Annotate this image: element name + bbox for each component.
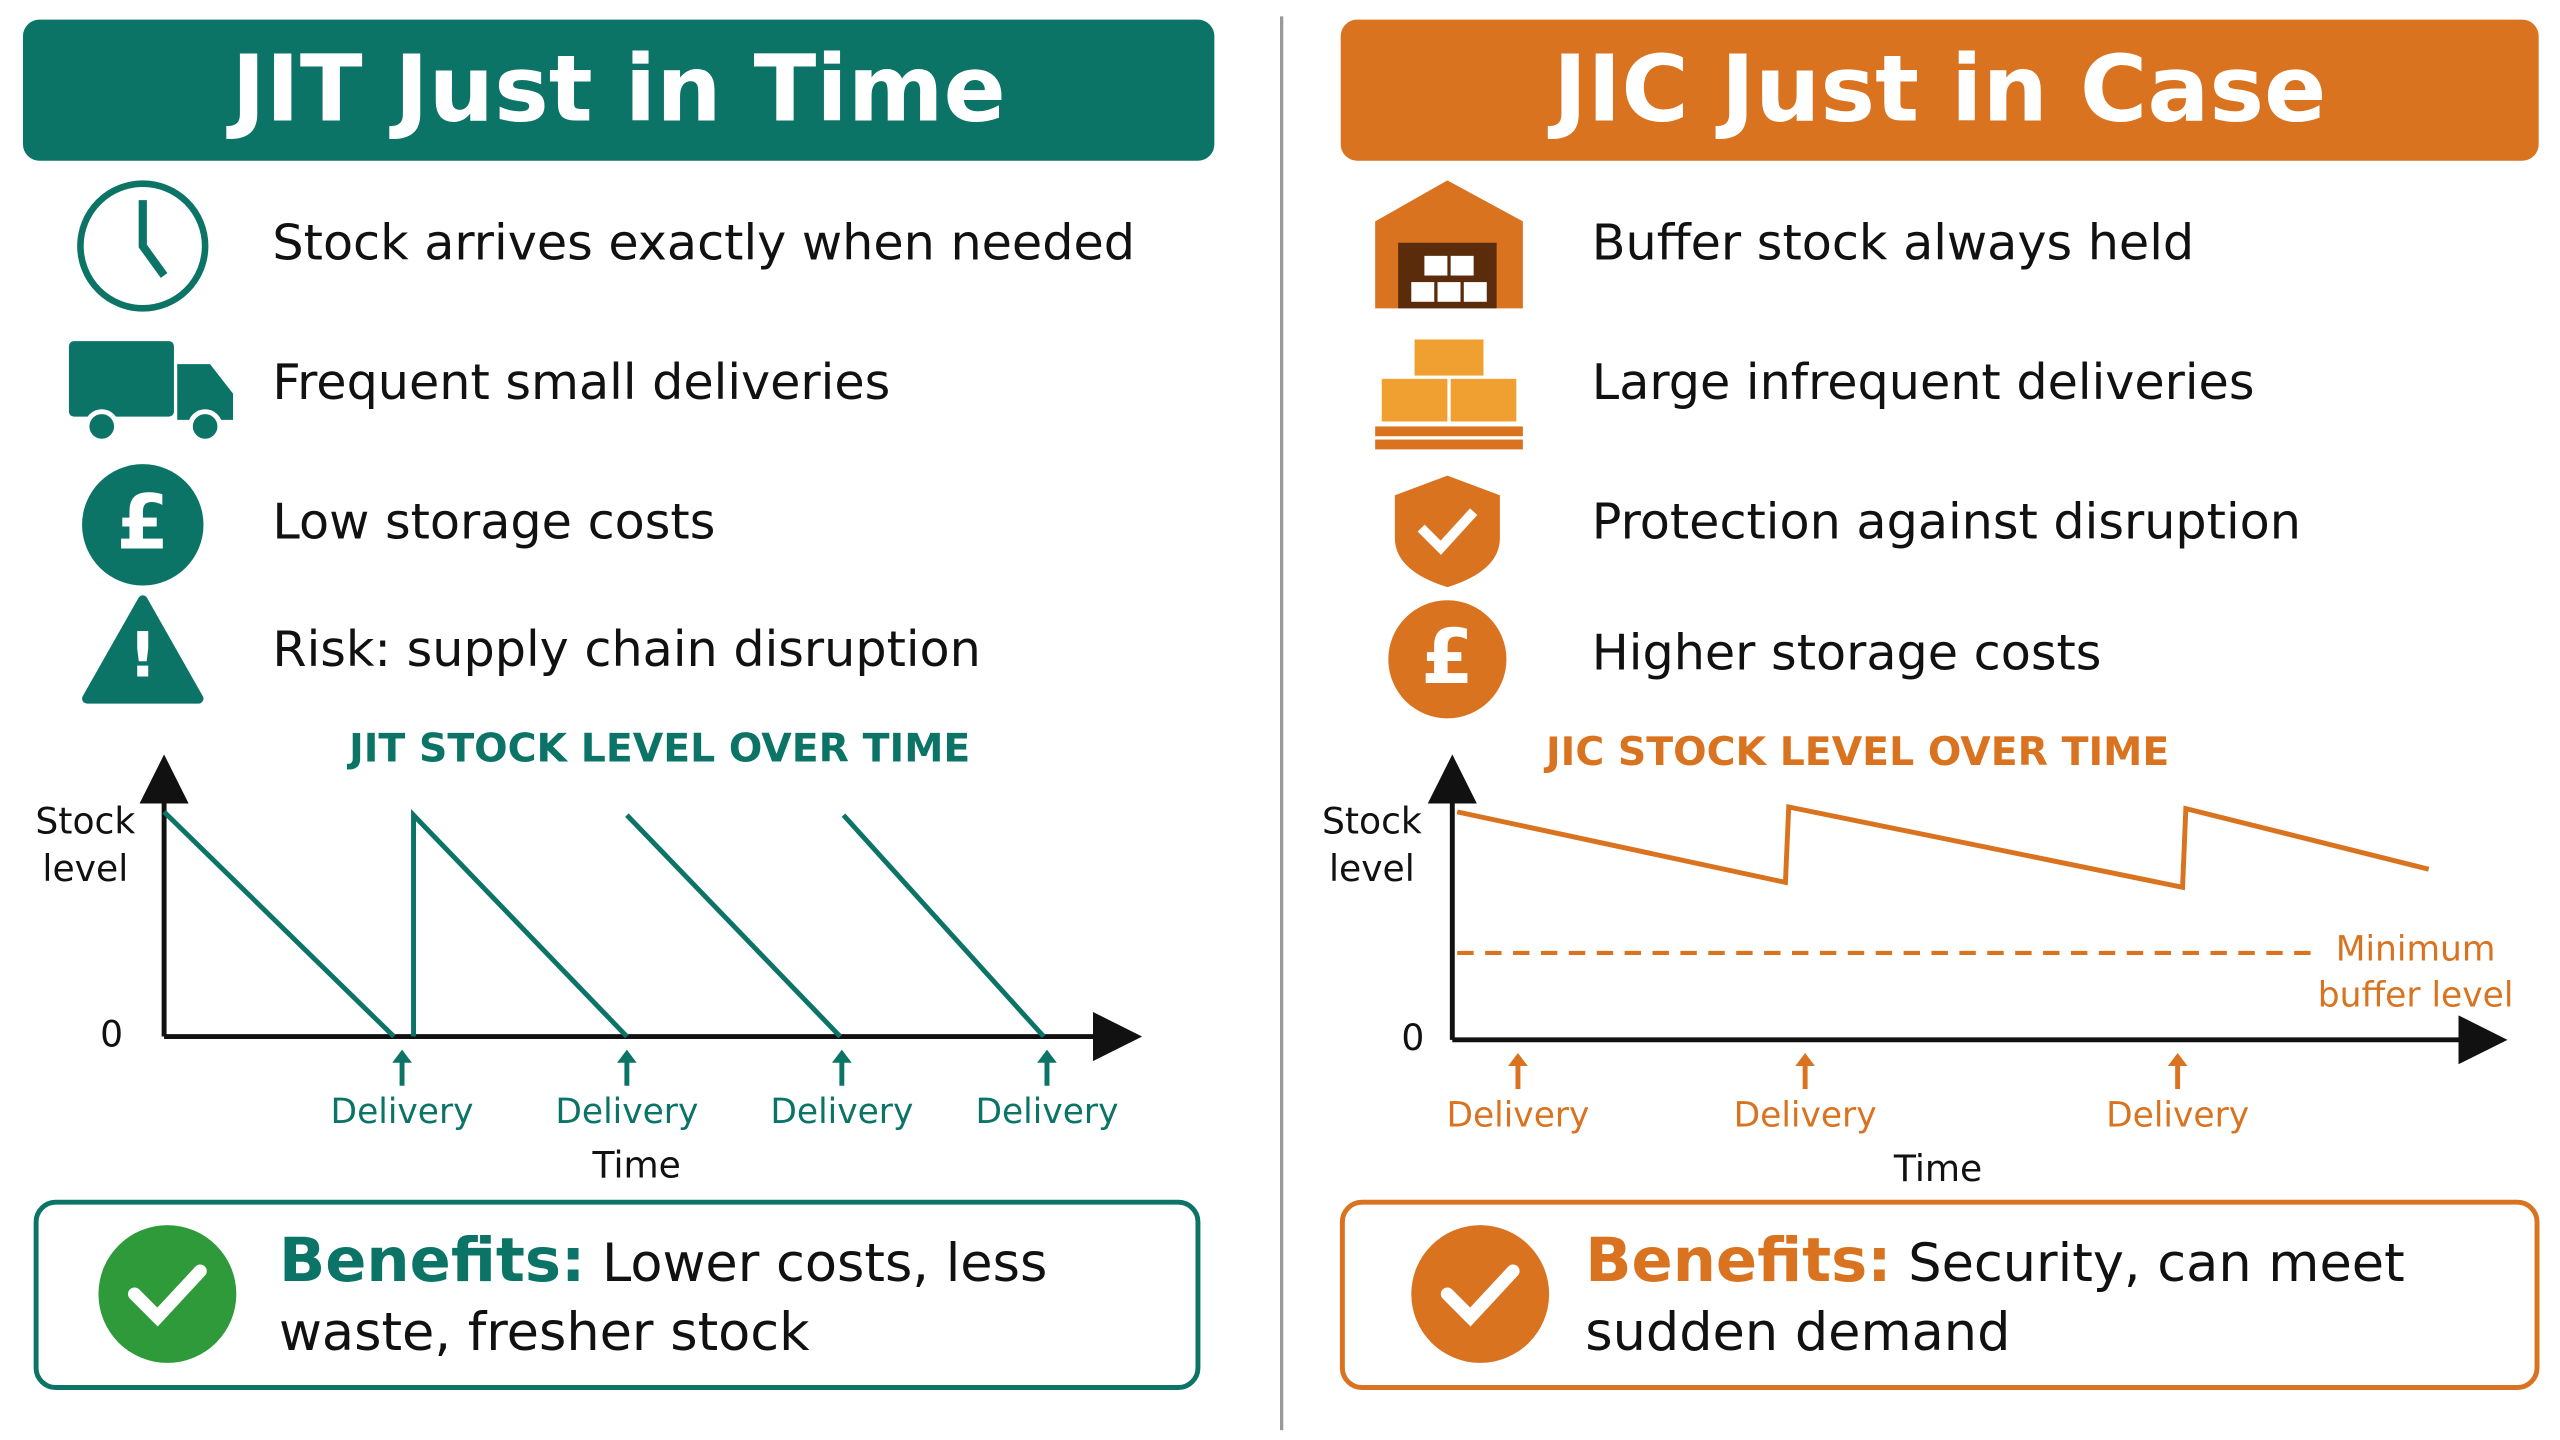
delivery-arrow-head — [617, 1049, 637, 1063]
benefits-box — [33, 1199, 1201, 1390]
feature-text: Frequent small deliveries — [272, 353, 890, 411]
feature-text: Protection against disruption — [1592, 492, 2301, 550]
y-axis-label: Stock — [1322, 800, 1422, 842]
boxes-icon — [1375, 339, 1523, 450]
y-axis-label: level — [42, 848, 128, 890]
header-bar — [1340, 19, 2539, 161]
benefits-description: Security, can meet sudden demand — [1585, 1231, 2405, 1363]
benefits-label: Benefits: — [1585, 1226, 1892, 1296]
clock-icon — [77, 180, 209, 312]
x-axis-label: Time — [592, 1145, 681, 1187]
feature-text: Risk: supply chain disruption — [272, 620, 980, 678]
stock-line — [841, 813, 1046, 1039]
feature-text: Higher storage costs — [1592, 624, 2102, 682]
check-mark — [1440, 1264, 1520, 1327]
chart-title: JIT STOCK LEVEL OVER TIME — [346, 726, 970, 772]
stock-line — [162, 810, 396, 1039]
stock-line — [1456, 803, 2430, 891]
benefits-text-box: Benefits: Lower costs, less waste, fresh… — [279, 1227, 1182, 1366]
header-title: JIC Just in Case — [1547, 36, 2326, 143]
delivery-arrow-head — [392, 1049, 412, 1063]
svg-text:£: £ — [1421, 613, 1474, 701]
feature-text: Low storage costs — [272, 492, 715, 550]
truck-icon — [68, 341, 234, 444]
shield-icon — [1394, 475, 1500, 588]
benefits-text: Benefits: Security, can meet sudden dema… — [1585, 1227, 2520, 1366]
delivery-label: Delivery — [975, 1092, 1118, 1132]
chart-title: JIC STOCK LEVEL OVER TIME — [1543, 729, 2169, 775]
feature-text: Large infrequent deliveries — [1592, 353, 2255, 411]
threshold-label: Minimum — [2336, 930, 2496, 970]
stock-line — [411, 809, 629, 1039]
stock-line — [625, 813, 842, 1039]
benefits-text: Benefits: Lower costs, less waste, fresh… — [279, 1227, 1182, 1366]
delivery-label: Delivery — [1446, 1095, 1589, 1135]
delivery-arrow-head — [1037, 1049, 1057, 1063]
delivery-label: Delivery — [555, 1092, 698, 1132]
pound-icon: £ — [82, 464, 204, 586]
feature-text: Stock arrives exactly when needed — [272, 214, 1135, 272]
delivery-arrow-head — [1795, 1052, 1815, 1067]
y-axis-label: level — [1329, 848, 1415, 890]
check-icon — [1411, 1225, 1550, 1363]
header-title: JIT Just in Time — [225, 36, 1005, 143]
svg-text:!: ! — [129, 618, 157, 691]
zero-label: 0 — [100, 1014, 123, 1056]
svg-text:£: £ — [117, 479, 170, 567]
delivery-label: Delivery — [1734, 1095, 1877, 1135]
delivery-label: Delivery — [770, 1092, 913, 1132]
header-bar — [22, 19, 1215, 161]
zero-label: 0 — [1401, 1017, 1424, 1059]
check-mark — [128, 1264, 207, 1327]
delivery-arrow-head — [2167, 1052, 2188, 1067]
delivery-label: Delivery — [2106, 1095, 2249, 1135]
delivery-label: Delivery — [331, 1092, 474, 1132]
benefits-description: Lower costs, less waste, fresher stock — [278, 1231, 1048, 1363]
feature-text: Buffer stock always held — [1592, 214, 2194, 272]
pound-icon: £ — [1388, 600, 1507, 719]
delivery-arrow-head — [832, 1049, 852, 1063]
warning-icon: ! — [82, 595, 204, 704]
benefits-label: Benefits: — [278, 1226, 586, 1296]
benefits-box — [1339, 1199, 2540, 1390]
threshold-label: buffer level — [2318, 976, 2514, 1016]
x-axis-label: Time — [1893, 1148, 1982, 1190]
warehouse-icon — [1375, 180, 1523, 309]
check-icon — [98, 1225, 237, 1363]
benefits-text-box: Benefits: Security, can meet sudden dema… — [1585, 1227, 2520, 1366]
delivery-arrow-head — [1508, 1052, 1528, 1067]
y-axis-label: Stock — [35, 800, 135, 842]
